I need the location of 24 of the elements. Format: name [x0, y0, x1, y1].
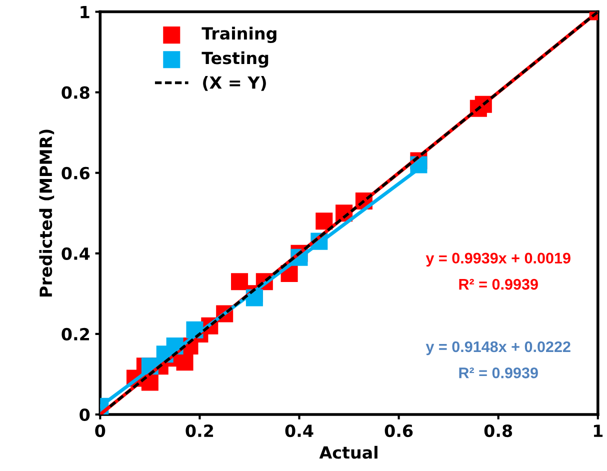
- x-tick-label: 1: [594, 424, 603, 437]
- annotation: y = 0.9148x + 0.0222: [426, 341, 570, 356]
- point: [231, 273, 248, 290]
- y-tick-label: 0.8: [62, 86, 90, 99]
- x-axis-title: Actual: [319, 446, 378, 459]
- x-tick-label: 0.6: [384, 424, 413, 438]
- x-tick-label: 0.8: [484, 424, 512, 438]
- y-tick-label: 0.2: [62, 328, 89, 341]
- x-tick-label: 0.4: [285, 424, 314, 438]
- y-tick-label: 0.4: [62, 247, 90, 260]
- y-tick-label: 0.6: [62, 166, 90, 180]
- annotation: R² = 0.9939: [459, 367, 538, 378]
- y-tick-label: 0: [80, 408, 90, 422]
- legend-label: Training: [202, 26, 276, 44]
- annotation: y = 0.9939x + 0.0019: [426, 252, 570, 267]
- legend-label: Testing: [202, 51, 268, 68]
- y-axis-title: Predicted (MPMR): [39, 130, 54, 296]
- point: [316, 212, 333, 230]
- legend-label: (X = Y): [203, 76, 266, 91]
- y-tick-label: 1: [80, 6, 90, 18]
- x-tick-label: 0.2: [186, 424, 214, 438]
- point: [176, 354, 194, 371]
- annotation: R² = 0.9939: [459, 278, 538, 290]
- x-tick-label: 0: [95, 424, 106, 438]
